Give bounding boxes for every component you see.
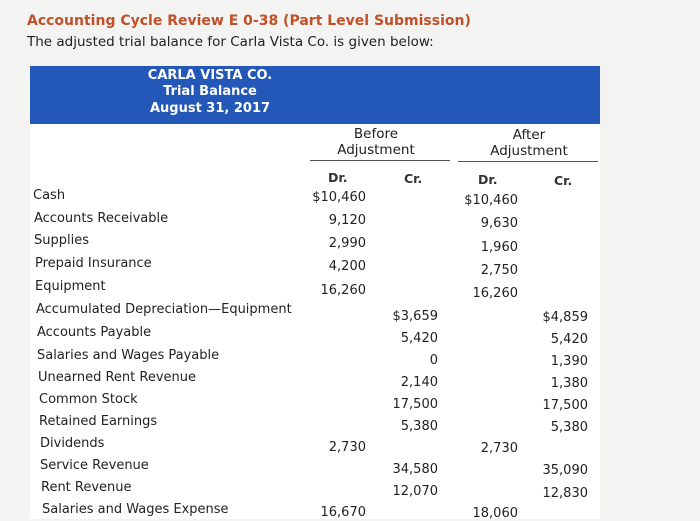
after-debit-amount: 2,750 xyxy=(480,263,518,278)
after-credit-amount: 5,420 xyxy=(550,332,588,347)
before-dr-header: Dr. xyxy=(328,170,348,185)
after-debit-amount: 2,730 xyxy=(480,441,518,456)
account-name: Retained Earnings xyxy=(39,414,158,429)
before-credit-amount: 17,500 xyxy=(392,397,439,412)
after-debit-amount: 16,260 xyxy=(472,286,519,301)
after-credit-amount: 17,500 xyxy=(542,398,589,413)
account-name: Cash xyxy=(33,188,66,203)
before-adjustment-heading: Before Adjustment xyxy=(306,126,446,158)
before-credit-amount: 12,070 xyxy=(392,484,439,499)
after-dr-header: Dr. xyxy=(478,172,498,187)
account-name: Prepaid Insurance xyxy=(35,256,152,271)
after-debit-amount: 9,630 xyxy=(480,216,518,231)
before-debit-amount: 16,260 xyxy=(320,283,367,298)
before-heading-rule xyxy=(310,160,450,161)
account-name: Equipment xyxy=(35,279,106,294)
trial-balance-panel xyxy=(30,66,600,519)
after-cr-header: Cr. xyxy=(554,173,573,188)
after-heading-rule xyxy=(458,161,598,162)
after-debit-amount: 1,960 xyxy=(480,240,518,255)
before-credit-amount: 0 xyxy=(429,353,438,368)
statement-name: Trial Balance xyxy=(163,84,257,99)
before-debit-amount: 4,200 xyxy=(328,259,366,274)
problem-instructions: The adjusted trial balance for Carla Vis… xyxy=(27,34,434,50)
account-name: Dividends xyxy=(40,436,105,451)
after-credit-amount: 1,390 xyxy=(550,354,588,369)
before-credit-amount: 5,420 xyxy=(400,331,438,346)
before-credit-amount: 5,380 xyxy=(400,419,438,434)
company-name: CARLA VISTA CO. xyxy=(147,68,273,83)
account-name: Salaries and Wages Expense xyxy=(42,502,229,517)
before-debit-amount: $10,460 xyxy=(312,190,366,205)
after-credit-amount: 12,830 xyxy=(542,486,589,501)
account-name: Unearned Rent Revenue xyxy=(38,370,196,385)
after-label: After xyxy=(512,127,546,143)
after-debit-amount: $10,460 xyxy=(464,193,518,208)
before-label: Before xyxy=(353,126,399,142)
account-name: Salaries and Wages Payable xyxy=(37,348,220,363)
account-name: Service Revenue xyxy=(40,458,149,473)
after-debit-amount: 18,060 xyxy=(472,506,519,521)
before-credit-amount: $3,659 xyxy=(392,309,439,324)
after-label-2: Adjustment xyxy=(490,143,568,159)
problem-title: Accounting Cycle Review E 0-38 (Part Lev… xyxy=(27,13,471,29)
before-credit-amount: 2,140 xyxy=(400,375,438,390)
after-credit-amount: 35,090 xyxy=(542,463,589,478)
account-name: Accumulated Depreciation—Equipment xyxy=(36,302,292,317)
before-credit-amount: 34,580 xyxy=(392,462,439,477)
after-credit-amount: 5,380 xyxy=(550,420,588,435)
after-credit-amount: 1,380 xyxy=(550,376,588,391)
statement-date: August 31, 2017 xyxy=(149,101,271,116)
before-debit-amount: 2,730 xyxy=(328,440,366,455)
before-cr-header: Cr. xyxy=(404,171,423,186)
account-name: Supplies xyxy=(34,233,89,248)
before-debit-amount: 2,990 xyxy=(328,236,366,251)
after-credit-amount: $4,859 xyxy=(542,310,589,325)
account-name: Rent Revenue xyxy=(41,480,132,495)
before-label-2: Adjustment xyxy=(337,142,415,158)
before-debit-amount: 9,120 xyxy=(328,213,366,228)
before-debit-amount: 16,670 xyxy=(320,505,367,520)
account-name: Accounts Payable xyxy=(37,325,152,340)
after-adjustment-heading: After Adjustment xyxy=(458,127,600,159)
account-name: Accounts Receivable xyxy=(34,211,169,226)
statement-header-banner xyxy=(30,66,600,124)
account-name: Common Stock xyxy=(39,392,138,407)
